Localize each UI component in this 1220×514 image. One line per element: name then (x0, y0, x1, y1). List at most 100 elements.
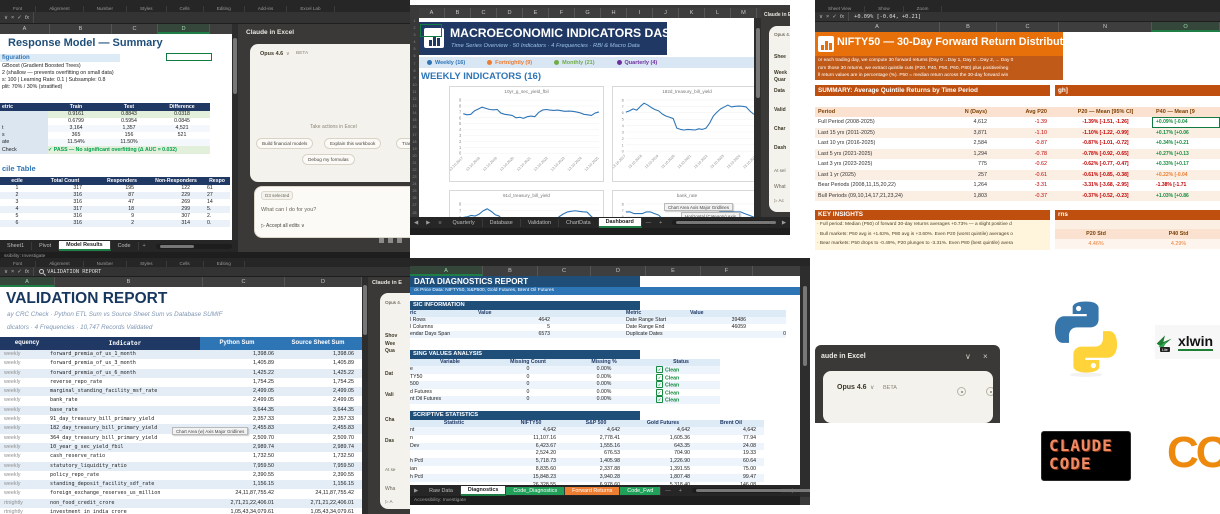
sheet-tab-sheet1[interactable]: Sheet1 (0, 242, 33, 250)
worksheet[interactable]: Response Model — Summary figuration GBoo… (0, 34, 232, 240)
action-transform[interactable]: Transform m (396, 138, 410, 149)
horizontal-scrollbar[interactable] (672, 220, 777, 225)
next-sheet-icon[interactable]: ▶ (426, 219, 431, 226)
collapse-icon[interactable]: ∨ (965, 352, 971, 361)
ribbon-group-excel-labs[interactable]: Excel Lab (287, 6, 335, 12)
table-row[interactable]: weekly base_rate 3,644.35 3,644.35 (0, 405, 362, 416)
sheet-menu-icon[interactable]: ≡ (438, 219, 442, 226)
worksheet[interactable]: NIFTY50 — 30-Day Forward Return Distribu… (815, 32, 1220, 260)
zoom-in-icon[interactable]: + (659, 219, 663, 226)
selection-chip[interactable]: D3 selected (261, 191, 294, 200)
formula-bar[interactable]: ∨ × ✓ fx +0.09% [-0.04, +0.21] (815, 12, 1220, 22)
quintile-table[interactable]: Full Period (2008-2025) 4,612 -1.39 -1.39% … (815, 117, 1220, 201)
fx-icon[interactable]: fx (24, 268, 30, 275)
table-row[interactable]: nt 4,642 4,642 4,642 4,642 (410, 427, 764, 435)
table-row[interactable]: l Rows 4642 Date Range Start 39486 (410, 317, 786, 324)
metrics-table[interactable]: 0.9161 0.8843 0.0318 0.6799 0.5954 0.0845 t 3,1… (0, 111, 210, 146)
sheet-tab-code-fwd[interactable]: Code_Fwd (620, 486, 662, 495)
table-row[interactable]: Last 1 yr (2025) 257 -0.61 -0.61% [-0.85, -… (815, 169, 1220, 180)
enter-icon[interactable]: ✓ (17, 268, 22, 275)
col-C[interactable]: C (112, 24, 158, 34)
model-dropdown-icon[interactable]: ∨ (286, 51, 290, 57)
table-row[interactable]: endar Days Span 6573 Duplicate Dates 0 (410, 331, 786, 338)
dropdown-icon[interactable]: ∨ (4, 14, 9, 21)
col-E[interactable]: E (523, 8, 549, 18)
table-row[interactable]: weekly statutory_liquidity_ratio 7,959.50 7… (0, 461, 362, 471)
claude-input-box[interactable]: D3 selected What can I do for you? ▷ Acc… (254, 186, 410, 238)
vertical-scrollbar[interactable] (362, 277, 368, 514)
col-C[interactable]: C (471, 8, 497, 18)
table-row[interactable]: 5 316 9 307 2. (15, 213, 212, 219)
table-row[interactable]: 6 316 2 314 0. (0, 220, 230, 227)
add-sheet-button[interactable]: + (142, 243, 146, 249)
table-row[interactable]: Full Period (2008-2025) 4,612 -1.39 -1.39% … (815, 117, 1220, 128)
table-row[interactable]: t 3,164 1,357 4,521 (0, 125, 210, 132)
sheet-tab-bar[interactable]: ◀ ▶ ≡ Quarterly Database Validation Char… (410, 217, 790, 228)
table-row[interactable]: weekly cash_reserve_ratio 1,732.50 1,732.50 (4, 453, 354, 460)
col-M[interactable]: M (731, 8, 757, 18)
table-row[interactable]: Bull Periods (09,10,14,17,21,23,24) 1,803… (815, 190, 1220, 201)
col-F[interactable]: F (549, 8, 575, 18)
sheet-tab-database[interactable]: Database (483, 218, 521, 227)
accept-edits-control[interactable]: ▷ A (385, 499, 393, 504)
table-row[interactable]: weekly reverse_repo_rate 1,754.25 1,754.25 (4, 378, 354, 385)
model-selector[interactable]: Opus 4.6 (837, 384, 867, 391)
sheet-tab-validation[interactable]: Validation (521, 218, 559, 227)
vertical-scrollbar[interactable] (754, 18, 761, 217)
prompt-placeholder[interactable]: What (774, 184, 786, 190)
table-row[interactable]: weekly marginal_standing_facility_msf_rat… (0, 387, 362, 397)
col-B[interactable]: B (483, 266, 538, 276)
ribbon-group-styles[interactable]: Styles (127, 6, 167, 12)
prev-sheet-icon[interactable]: ◀ (414, 219, 419, 226)
missing-values-table[interactable]: e00.00%CleanTY5000.00%Clean50000.00%Clea… (410, 366, 720, 404)
dropdown-icon[interactable]: ∨ (819, 13, 824, 20)
table-row[interactable]: ate 11.54% 11.50% (0, 139, 210, 146)
worksheet[interactable]: DATA DIAGNOSTICS REPORT ck Price Data: N… (410, 276, 800, 485)
sheet-tab-diagnostics[interactable]: Diagnostics (460, 485, 507, 496)
ribbon-group-addins[interactable]: Add-ins (245, 6, 288, 12)
name-box[interactable]: ∨ × ✓ fx (0, 12, 35, 23)
table-row[interactable]: l Columns 5 Date Range End 46059 (410, 324, 746, 330)
sheet-tab-bar[interactable]: ▶ Raw Data Diagnostics Code_Diagnostics … (410, 485, 810, 496)
table-row[interactable]: h Pctl 5,718.73 1,405.98 1,226.90 60.64 (410, 458, 764, 466)
dropdown-icon[interactable]: ∨ (4, 268, 9, 275)
formula-bar[interactable]: ∨ × ✓ fx VALIDATION REPORT (0, 267, 410, 277)
row-headers[interactable]: 1 2 3 4 5 6 7 8 9 10 11 12 13 14 15 16 17 18 19 20 21 22 23 24 2… (410, 18, 419, 217)
sheet-tab-chartdata[interactable]: ChartData (559, 218, 599, 227)
prompt-placeholder[interactable]: Wha (385, 486, 396, 492)
history-icon[interactable] (957, 387, 966, 396)
selected-cell[interactable] (420, 24, 442, 37)
col-O[interactable]: O (1152, 22, 1220, 32)
ribbon-group-sheet-view[interactable]: Sheet View (815, 6, 866, 12)
col-K[interactable]: K (679, 8, 705, 18)
table-row[interactable]: n 11,107.16 2,778.41 1,605.36 77.94 (410, 434, 756, 441)
prompt-placeholder[interactable]: What can I do for you? (261, 207, 317, 213)
ribbon-group-editing[interactable]: Editing (204, 261, 245, 267)
col-D[interactable]: D (285, 277, 362, 287)
table-row[interactable]: 3 316 47 269 14 (15, 199, 213, 205)
next-sheet-icon[interactable]: ▶ (414, 487, 419, 494)
sheet-tab-quarterly[interactable]: Quarterly (445, 218, 483, 227)
table-row[interactable]: ecile Total Count Responders Non-Responders… (0, 177, 230, 185)
table-row[interactable]: 0.6799 0.5954 0.0845 (0, 118, 210, 125)
formula-bar[interactable]: ∨ × ✓ fx (0, 12, 410, 24)
accept-edits-control[interactable]: ▷ Ac (774, 198, 784, 203)
col-A[interactable]: A (815, 22, 940, 32)
table-row[interactable]: 2 316 87 229 27 (0, 192, 230, 199)
col-J[interactable]: J (653, 8, 679, 18)
enter-icon[interactable]: ✓ (832, 13, 837, 20)
table-row[interactable]: etric Train Test Difference (0, 103, 210, 111)
ribbon-group-alignment[interactable]: Alignment (36, 261, 84, 267)
col-B[interactable]: B (55, 277, 203, 287)
table-row[interactable]: weekly forward_premia_of_us_6_month 1,425.… (0, 368, 362, 378)
ribbon-group-zoom[interactable]: Zoom (904, 6, 943, 12)
sheet-tab-code-diagnostics[interactable]: Code_Diagnostics (506, 486, 566, 495)
col-N[interactable]: N (1059, 22, 1152, 32)
col-D[interactable]: D (158, 24, 210, 34)
col-G[interactable]: G (575, 8, 601, 18)
ribbon-group-cells[interactable]: Cells (167, 6, 204, 12)
ribbon-group-number[interactable]: Number (84, 261, 127, 267)
